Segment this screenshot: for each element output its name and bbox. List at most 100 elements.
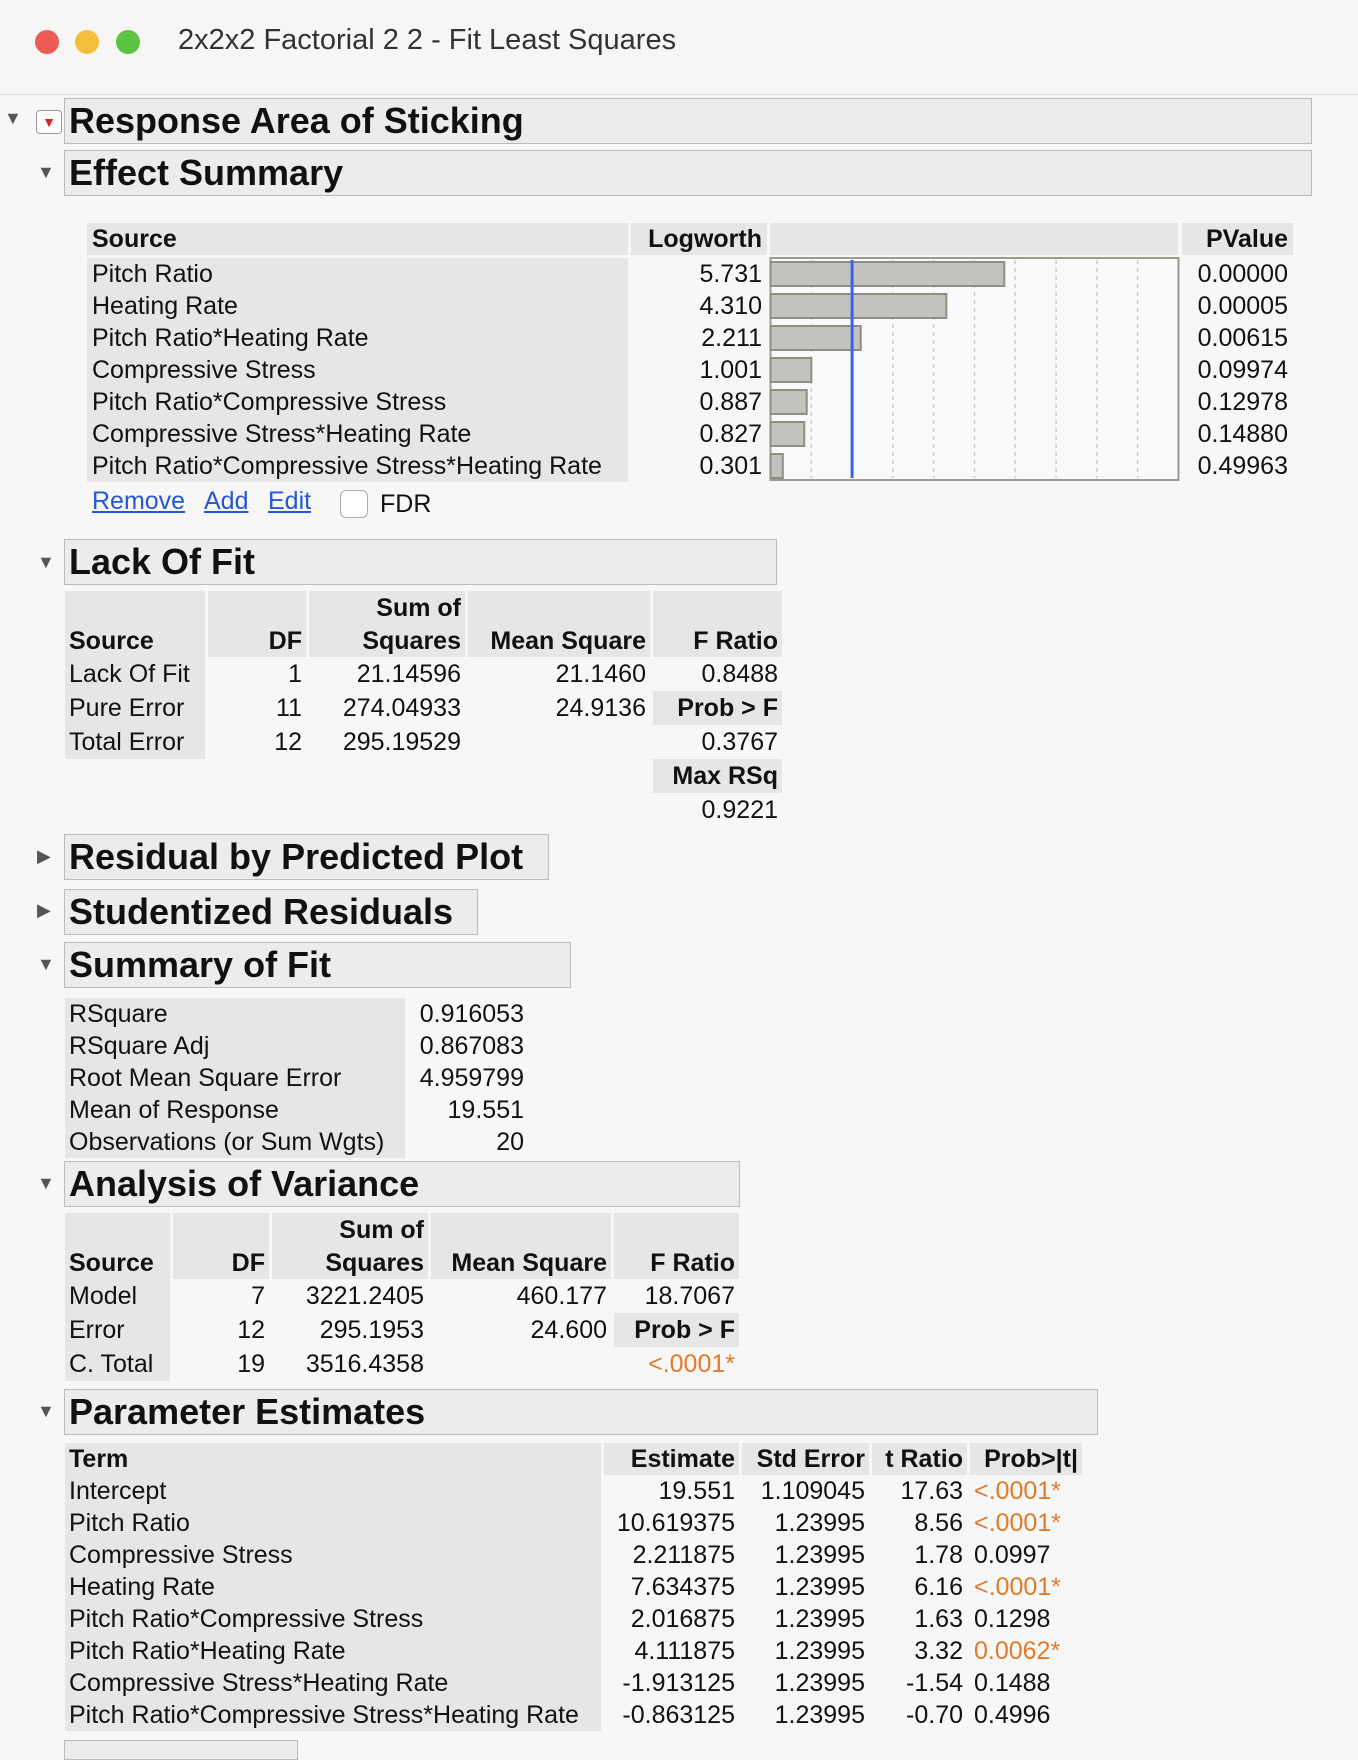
disclosure-triangle-closed-icon[interactable]: ▶ [37, 900, 51, 920]
t-ratio: 1.63 [914, 1605, 963, 1633]
std-error: 1.23995 [774, 1573, 865, 1601]
effect-pvalue: 0.00615 [1197, 324, 1288, 352]
col-ss: Squares [272, 1246, 428, 1279]
effect-source: Pitch Ratio*Heating Rate [87, 322, 628, 354]
col-ss: Squares [309, 624, 465, 657]
lack-of-fit-table: Source DF Sum of Mean Square F Ratio Squ… [62, 591, 785, 827]
prob-t: 0.1298 [974, 1605, 1051, 1633]
estimate: -1.913125 [622, 1669, 735, 1697]
max-rsq-value: 0.9221 [701, 796, 778, 824]
cell: 7 [251, 1282, 265, 1310]
term-label: Compressive Stress [65, 1539, 601, 1571]
fdr-checkbox[interactable] [340, 490, 368, 518]
logworth-bar [769, 325, 862, 351]
term-label: Compressive Stress*Heating Rate [65, 1667, 601, 1699]
cell: 3516.4358 [305, 1350, 424, 1378]
fit-label: Observations (or Sum Wgts) [65, 1126, 405, 1158]
col-ms: Mean Square [468, 591, 650, 657]
col-source: Source [65, 591, 205, 657]
effect-source: Compressive Stress*Heating Rate [87, 418, 628, 450]
fit-value: 20 [496, 1128, 524, 1156]
disclosure-triangle-open-icon[interactable]: ▼ [37, 552, 55, 572]
minimize-window-button[interactable] [75, 30, 99, 54]
row-label: Error [65, 1313, 170, 1347]
fit-label: RSquare [65, 998, 405, 1030]
disclosure-triangle-open-icon[interactable]: ▼ [4, 108, 22, 128]
cell: 274.04933 [342, 694, 461, 722]
cell: 24.600 [530, 1316, 607, 1344]
estimate: 4.111875 [634, 1637, 735, 1665]
col-header-chart [770, 223, 1178, 255]
cell: 21.1460 [555, 660, 646, 688]
window-title: 2x2x2 Factorial 2 2 - Fit Least Squares [178, 24, 677, 56]
row-label: Lack Of Fit [65, 657, 205, 691]
std-error: 1.23995 [774, 1669, 865, 1697]
col-ss-top: Sum of [272, 1213, 428, 1246]
title-bar: 2x2x2 Factorial 2 2 - Fit Least Squares [0, 0, 1358, 95]
disclosure-triangle-open-icon[interactable]: ▼ [37, 162, 55, 182]
fit-value: 0.867083 [419, 1032, 524, 1060]
close-window-button[interactable] [35, 30, 59, 54]
estimate: 2.211875 [632, 1541, 735, 1569]
prob-t: 0.1488 [974, 1669, 1051, 1697]
term-label: Pitch Ratio [65, 1507, 601, 1539]
residual-plot-header[interactable]: Residual by Predicted Plot [64, 834, 549, 880]
summary-of-fit-header: Summary of Fit [64, 942, 571, 988]
effect-pvalue: 0.00000 [1197, 260, 1288, 288]
effect-source: Compressive Stress [87, 354, 628, 386]
effect-pvalue: 0.09974 [1197, 356, 1288, 384]
effect-logworth: 4.310 [699, 292, 762, 320]
row-label: Pure Error [65, 691, 205, 725]
summary-of-fit-table: RSquare 0.916053 RSquare Adj 0.867083 Root M… [62, 998, 531, 1158]
add-link[interactable]: Add [204, 487, 249, 515]
red-triangle-menu-icon[interactable]: ▼ [36, 110, 62, 134]
effect-source: Pitch Ratio*Compressive Stress*Heating R… [87, 450, 628, 482]
col-df: DF [208, 591, 306, 657]
estimate: 10.619375 [616, 1509, 735, 1537]
effect-pvalue: 0.00005 [1197, 292, 1288, 320]
t-ratio: 3.32 [914, 1637, 963, 1665]
zoom-window-button[interactable] [116, 30, 140, 54]
col-ms: Mean Square [431, 1213, 611, 1279]
remove-link[interactable]: Remove [92, 487, 186, 515]
cell: 21.14596 [356, 660, 461, 688]
disclosure-triangle-open-icon[interactable]: ▼ [37, 954, 55, 974]
edit-link[interactable]: Edit [268, 487, 312, 515]
anova-table: Source DF Sum of Mean Square F Ratio Squ… [62, 1213, 742, 1381]
term-label: Pitch Ratio*Compressive Stress*Heating R… [65, 1699, 601, 1731]
std-error: 1.23995 [774, 1509, 865, 1537]
logworth-bar [769, 389, 808, 415]
prob-f-label: Prob > F [614, 1313, 739, 1347]
disclosure-triangle-open-icon[interactable]: ▼ [37, 1173, 55, 1193]
cell: 3221.2405 [305, 1282, 424, 1310]
logworth-bar-chart [769, 257, 1180, 481]
effect-source: Pitch Ratio*Compressive Stress [87, 386, 628, 418]
cell: 11 [276, 694, 302, 722]
row-label: Model [65, 1279, 170, 1313]
lack-of-fit-header: Lack Of Fit [64, 539, 777, 585]
fdr-label: FDR [380, 490, 432, 518]
term-label: Pitch Ratio*Heating Rate [65, 1635, 601, 1667]
effect-logworth: 5.731 [699, 260, 762, 288]
t-ratio: -1.54 [906, 1669, 963, 1697]
disclosure-triangle-closed-icon[interactable]: ▶ [37, 846, 51, 866]
col-estimate: Estimate [604, 1443, 739, 1475]
fit-value: 0.916053 [419, 1000, 524, 1028]
col-header-pvalue: PValue [1182, 223, 1293, 255]
f-ratio-value: 18.7067 [644, 1282, 735, 1310]
prob-t: 0.0997 [974, 1541, 1051, 1569]
effect-logworth: 1.001 [699, 356, 762, 384]
collapsed-section-header[interactable] [64, 1740, 298, 1760]
report-header: Response Area of Sticking [64, 98, 1312, 144]
fit-label: Root Mean Square Error [65, 1062, 405, 1094]
disclosure-triangle-open-icon[interactable]: ▼ [37, 1401, 55, 1421]
prob-f-value: <.0001* [648, 1350, 735, 1378]
cell: 295.1953 [319, 1316, 424, 1344]
std-error: 1.109045 [760, 1477, 865, 1505]
effect-summary-header: Effect Summary [64, 150, 1312, 196]
cell: 1 [288, 660, 302, 688]
t-ratio: 8.56 [914, 1509, 963, 1537]
studentized-residuals-header[interactable]: Studentized Residuals [64, 889, 478, 935]
effect-source: Heating Rate [87, 290, 628, 322]
prob-t: <.0001* [974, 1477, 1061, 1505]
